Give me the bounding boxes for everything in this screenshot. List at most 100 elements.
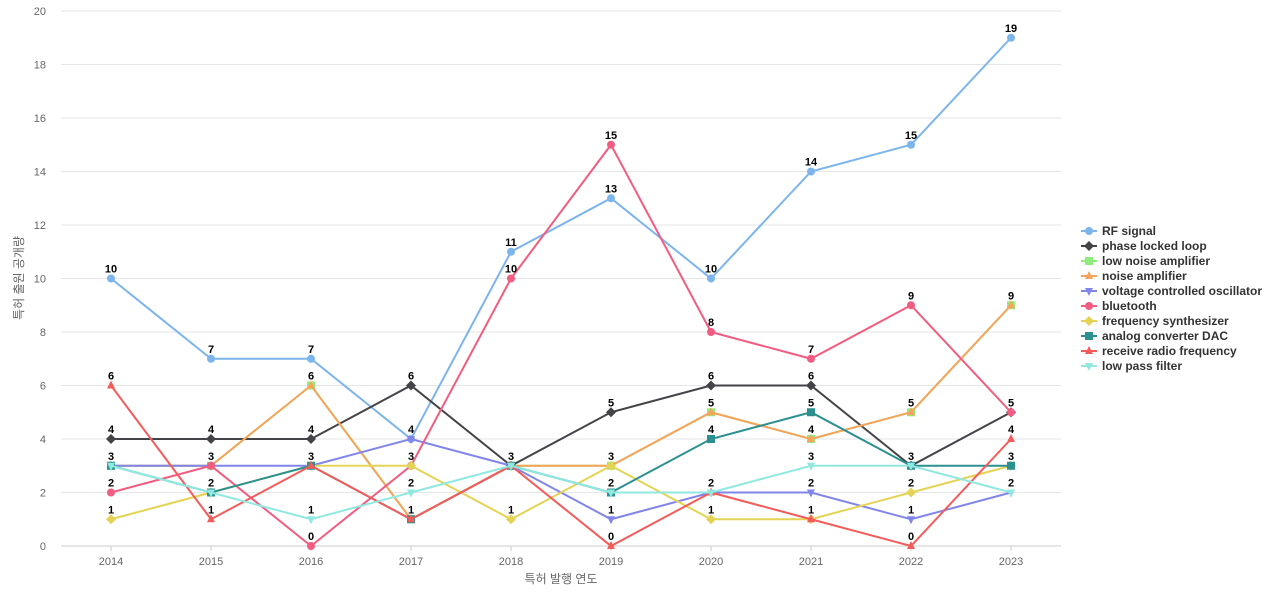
- data-label: 3: [508, 451, 514, 463]
- series-3: [107, 300, 1015, 523]
- data-label: 5: [1008, 397, 1014, 409]
- data-label: 14: [805, 157, 818, 169]
- data-label: 5: [908, 397, 914, 409]
- legend-item[interactable]: bluetooth: [1081, 299, 1157, 313]
- data-label: 11: [505, 237, 517, 249]
- series-line: [110, 142, 1012, 548]
- x-tick-label: 2019: [599, 556, 623, 568]
- data-label: 1: [208, 504, 214, 516]
- data-point: [107, 274, 115, 283]
- series-line: [110, 37, 1012, 441]
- data-point: [707, 435, 715, 443]
- x-tick-label: 2017: [399, 556, 423, 568]
- legend-item[interactable]: RF signal: [1081, 224, 1156, 238]
- data-label: 4: [108, 424, 115, 436]
- x-tick-label: 2020: [699, 556, 723, 568]
- data-label: 3: [1008, 451, 1014, 463]
- data-point: [1007, 33, 1015, 42]
- y-tick-label: 6: [40, 381, 46, 393]
- data-point: [407, 514, 415, 523]
- data-label: 5: [708, 397, 714, 409]
- legend-item[interactable]: voltage controlled oscillator: [1081, 284, 1262, 298]
- legend-marker: [1085, 346, 1093, 354]
- data-point: [607, 489, 615, 498]
- legend-item[interactable]: frequency synthesizer: [1081, 314, 1229, 328]
- data-point: [307, 354, 315, 363]
- data-label: 1: [408, 504, 414, 516]
- data-point: [307, 380, 315, 389]
- data-point: [706, 514, 716, 525]
- x-axis-title: 특허 발행 연도: [525, 571, 598, 586]
- data-label: 4: [708, 424, 715, 436]
- legend-item[interactable]: low noise amplifier: [1081, 254, 1210, 268]
- legend-item[interactable]: low pass filter: [1081, 359, 1182, 373]
- data-point: [207, 489, 215, 498]
- data-point: [807, 354, 815, 363]
- y-axis-title: 특허 출원 공개량: [12, 236, 26, 320]
- y-tick-label: 18: [34, 60, 46, 72]
- data-point: [506, 514, 516, 525]
- data-point: [107, 488, 115, 497]
- data-point: [906, 487, 916, 498]
- data-label: 1: [708, 504, 714, 516]
- data-label: 2: [808, 478, 814, 490]
- series-line: [111, 384, 1012, 467]
- data-point: [807, 489, 815, 498]
- data-labels: 1064321743217643106432111103115135321010…: [105, 23, 1017, 543]
- data-label: 6: [108, 371, 114, 383]
- y-tick-label: 10: [34, 274, 46, 286]
- data-point: [1007, 434, 1015, 442]
- legend-marker: [1084, 241, 1094, 251]
- y-axis-ticks: 0 2 4 6 8 10 12 14 16 18 20: [34, 6, 46, 553]
- series-0: [107, 33, 1015, 443]
- legend-marker: [1085, 302, 1093, 310]
- data-point: [607, 541, 615, 549]
- data-point: [607, 194, 615, 203]
- data-label: 2: [1008, 478, 1014, 490]
- data-point: [607, 516, 615, 525]
- data-point: [606, 460, 616, 471]
- data-point: [407, 489, 415, 498]
- legend-item[interactable]: receive radio frequency: [1081, 344, 1237, 358]
- data-label: 19: [1005, 23, 1017, 35]
- data-point: [907, 462, 915, 471]
- legend-label: phase locked loop: [1102, 239, 1207, 253]
- data-point: [807, 408, 815, 417]
- data-label: 4: [308, 424, 315, 436]
- legend-item[interactable]: noise amplifier: [1081, 269, 1187, 283]
- data-point: [207, 514, 215, 523]
- data-label: 2: [908, 478, 914, 490]
- data-point: [206, 434, 216, 444]
- x-tick-label: 2021: [799, 556, 823, 568]
- data-label: 13: [605, 183, 617, 195]
- legend-label: receive radio frequency: [1102, 344, 1237, 358]
- legend-label: frequency synthesizer: [1102, 314, 1229, 328]
- data-label: 0: [908, 531, 914, 543]
- data-label: 9: [1008, 290, 1014, 302]
- x-tick-label: 2018: [499, 556, 523, 568]
- data-point: [507, 462, 515, 471]
- data-label: 10: [705, 264, 717, 276]
- series-5: [107, 140, 1015, 550]
- legend-item[interactable]: phase locked loop: [1081, 239, 1207, 253]
- data-point: [806, 380, 816, 391]
- data-label: 4: [1008, 424, 1015, 436]
- x-tick-label: 2023: [999, 556, 1023, 568]
- data-point: [907, 516, 915, 525]
- data-label: 4: [208, 424, 215, 436]
- data-label: 15: [605, 130, 617, 142]
- data-label: 3: [808, 451, 814, 463]
- data-label: 1: [808, 504, 814, 516]
- data-label: 3: [108, 451, 114, 463]
- data-point: [207, 354, 215, 363]
- legend-item[interactable]: analog converter DAC: [1081, 329, 1228, 343]
- data-point: [507, 274, 515, 283]
- data-label: 2: [608, 478, 614, 490]
- data-point: [107, 380, 115, 389]
- y-tick-label: 16: [34, 113, 46, 125]
- data-point: [407, 436, 415, 444]
- series-line: [110, 464, 1012, 521]
- data-point: [106, 514, 116, 525]
- y-tick-label: 4: [40, 434, 46, 446]
